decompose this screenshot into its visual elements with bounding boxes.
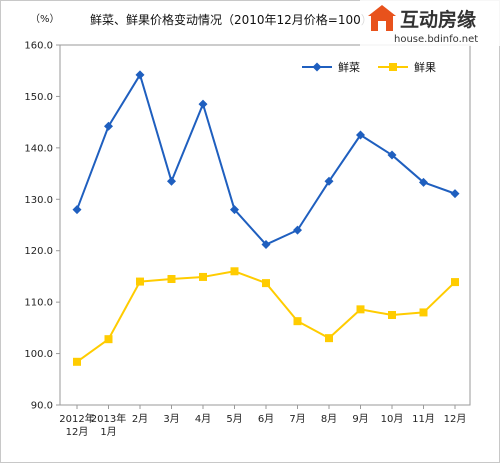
y-tick-label: 160.0 <box>24 41 53 52</box>
x-tick-label: 12月 <box>444 413 467 425</box>
point-vegetables <box>293 225 302 235</box>
y-tick-label: 130.0 <box>24 195 53 206</box>
legend-item-fruits: 鲜果 <box>378 60 436 74</box>
point-vegetables <box>72 205 82 215</box>
y-tick-label: 120.0 <box>24 246 53 257</box>
y-tick-label: 90.0 <box>31 401 53 412</box>
point-fruits <box>104 335 113 344</box>
legend-label-fruits: 鲜果 <box>414 60 436 74</box>
point-vegetables <box>324 176 334 186</box>
x-tick-label: 8月 <box>321 413 337 425</box>
x-tick-label: 3月 <box>163 413 179 425</box>
y-tick-label: 110.0 <box>24 298 53 309</box>
point-fruits <box>293 317 302 326</box>
point-vegetables <box>419 177 428 187</box>
watermark-url: house.bdinfo.net <box>394 34 478 45</box>
y-tick-label: 140.0 <box>24 143 53 154</box>
x-tick-label: 6月 <box>258 413 274 425</box>
legend-item-vegetables: 鲜菜 <box>302 60 360 74</box>
point-fruits <box>419 308 428 317</box>
point-fruits <box>199 272 207 281</box>
point-fruits <box>262 279 270 288</box>
x-tick-label: 9月 <box>352 413 368 425</box>
series-layer <box>72 70 460 366</box>
point-fruits <box>136 277 144 286</box>
x-tick-label: 4月 <box>195 413 211 425</box>
point-fruits <box>73 357 81 366</box>
point-fruits <box>388 311 396 319</box>
house-logo-icon <box>368 5 396 31</box>
y-tick-label: 100.0 <box>24 349 53 360</box>
point-vegetables <box>450 189 460 199</box>
x-tick-label: 11月 <box>412 413 435 425</box>
x-tick-label: 2月 <box>132 413 148 425</box>
x-tick-label: 2013年 1月 <box>91 412 126 438</box>
point-vegetables <box>387 150 397 160</box>
point-fruits <box>325 334 333 343</box>
legend-label-vegetables: 鲜菜 <box>338 60 360 74</box>
legend: 鲜菜 鲜果 <box>302 60 436 74</box>
y-unit-label: （%） <box>30 13 60 25</box>
legend-marker-vegetables <box>312 62 322 72</box>
point-vegetables <box>230 205 239 215</box>
point-vegetables <box>356 130 365 140</box>
x-tick-label: 2012年 12月 <box>59 412 94 438</box>
x-tick-label: 5月 <box>226 413 242 425</box>
point-vegetables <box>198 99 208 109</box>
y-tick-label: 150.0 <box>24 92 53 103</box>
point-vegetables <box>261 240 271 250</box>
x-tick-label: 7月 <box>289 413 305 425</box>
point-fruits <box>356 305 365 314</box>
point-fruits <box>230 267 239 276</box>
point-fruits <box>167 275 176 283</box>
chart-title: 鲜菜、鲜果价格变动情况（2010年12月价格=100） <box>90 12 373 27</box>
point-vegetables <box>135 70 145 80</box>
point-vegetables <box>167 176 176 186</box>
watermark: 互动房缘 house.bdinfo.net <box>360 0 500 46</box>
plot-area <box>59 44 471 406</box>
watermark-brand: 互动房缘 <box>400 8 476 31</box>
point-fruits <box>451 278 459 287</box>
point-vegetables <box>104 121 113 131</box>
legend-marker-fruits <box>389 63 397 71</box>
y-axis: 160.0 150.0 140.0 130.0 120.0 110.0 100.0 90.0 <box>24 41 60 412</box>
x-tick-label: 10月 <box>381 413 404 425</box>
